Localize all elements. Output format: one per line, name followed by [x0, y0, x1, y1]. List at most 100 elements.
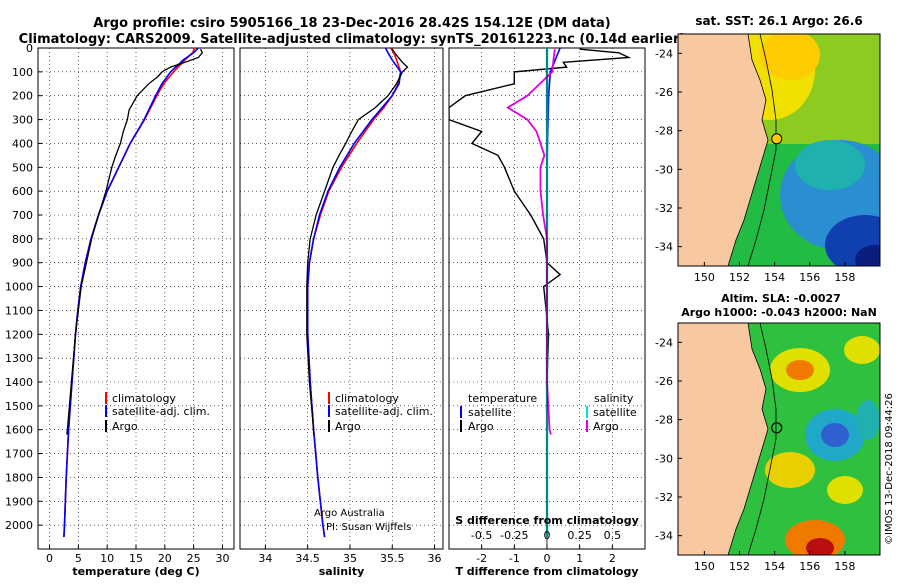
sla-map-frame [677, 322, 881, 556]
map-y-tick-label: -32 [655, 202, 673, 215]
map-y-tick-label: -32 [655, 491, 673, 504]
legend-temperature-title: temperature [468, 392, 537, 405]
sla-high-3 [765, 452, 815, 488]
legend-argo-label: Argo [335, 420, 361, 433]
x-tick-label: 15 [129, 552, 143, 565]
x-tick-label: 2 [609, 552, 616, 565]
legend-argo-label: Argo [112, 420, 138, 433]
temperature-panel: 0 5 10 15 20 25 30 temperature (deg C) 0 100 200 30… [5, 42, 235, 578]
y-tick-label: 100 [12, 66, 33, 79]
imos-stamp: ©IMOS 13-Dec-2018 09:44:26 [884, 393, 895, 545]
series-group [449, 48, 632, 538]
sla-low-2 [856, 400, 880, 440]
sla-title-line-2: Argo h1000: -0.043 h2000: NaN [681, 306, 877, 319]
y-tick-label: 700 [12, 209, 33, 222]
series-line-satellite-adj-clim- [306, 48, 402, 538]
grid [449, 47, 645, 549]
y-tick-label: 300 [12, 114, 33, 127]
x-axis-label: T difference from climatology [455, 565, 638, 578]
difference-panel: -2 -1 0 1 2T difference from climatology -0.5… [448, 47, 646, 578]
x-tick-label: -1 [509, 552, 520, 565]
sst-hot-spot [760, 34, 820, 80]
map-x-tick-label: 152 [729, 560, 750, 573]
x-tick-label: 10 [100, 552, 114, 565]
top-tick-label: 0 [544, 529, 551, 542]
grid [38, 47, 234, 549]
top-tick-label: 0.5 [604, 529, 622, 542]
title-line-1: Argo profile: csiro 5905166_18 23-Dec-20… [93, 16, 610, 31]
series-line-t-argo [449, 48, 632, 435]
map-y-tick-label: -24 [655, 47, 673, 60]
x-tick-label: 35 [343, 552, 357, 565]
x-tick-label: 34.5 [295, 552, 320, 565]
y-tick-label: 1000 [5, 281, 33, 294]
sst-map-title: sat. SST: 26.1 Argo: 26.6 [695, 14, 862, 28]
x-tick-label: 36 [428, 552, 442, 565]
top-tick-label: -0.25 [500, 529, 528, 542]
map-x-tick-label: 150 [694, 271, 715, 284]
sla-high-4 [827, 476, 863, 504]
y-tick-label: 200 [12, 90, 33, 103]
y-tick-label: 1400 [5, 376, 33, 389]
map-x-tick-label: 154 [764, 271, 785, 284]
map-y-tick-label: -34 [655, 241, 673, 254]
x-tick-label: 1 [576, 552, 583, 565]
series-line-climatology [63, 48, 196, 538]
top-tick-label: 0.25 [567, 529, 592, 542]
map-x-tick-label: 156 [799, 271, 820, 284]
map-y-tick-label: -26 [655, 375, 673, 388]
legend-t-satellite-label: satellite [468, 406, 512, 419]
panel-frame [239, 47, 444, 550]
x-tick-label: 0 [46, 552, 53, 565]
sla-title-line-1: Altim. SLA: -0.0027 [721, 292, 841, 305]
sst-cold-core [855, 245, 880, 266]
series-line-argo [306, 48, 409, 435]
sla-high-1-core [786, 360, 814, 380]
legend-t-argo-label: Argo [468, 420, 494, 433]
x-tick-label: 34 [258, 552, 272, 565]
y-tick-label: 1300 [5, 352, 33, 365]
x-tick-label: 0 [544, 552, 551, 565]
map-y-tick-label: -26 [655, 86, 673, 99]
x-tick-label: 30 [215, 552, 229, 565]
sst-transition [795, 140, 865, 190]
y-tick-label: 1900 [5, 495, 33, 508]
top-axis-label: S difference from climatology [455, 514, 639, 527]
sla-float-marker [771, 422, 783, 434]
legend-s-argo-label: Argo [593, 420, 619, 433]
legend-s-satellite-label: satellite [593, 406, 637, 419]
y-tick-label: 1800 [5, 471, 33, 484]
sst-map: 150 152 154 156 158 -24 -26 -28 -30 -32 -34 [655, 33, 881, 284]
map-y-tick-label: -30 [655, 452, 673, 465]
salinity-panel: 34 34.5 35 35.5 36 salinity [239, 47, 444, 578]
grid [240, 47, 443, 549]
salinity-legend: climatology satellite-adj. clim. Argo [328, 392, 433, 433]
legend-salinity-title: salinity [594, 392, 634, 405]
map-x-tick-label: 158 [834, 560, 855, 573]
x-tick-label: 5 [75, 552, 82, 565]
x-tick-label: -2 [476, 552, 487, 565]
y-tick-label: 1200 [5, 328, 33, 341]
y-tick-label: 2000 [5, 519, 33, 532]
credit-line-1: Argo Australia [314, 508, 385, 519]
map-x-tick-label: 154 [764, 560, 785, 573]
sla-high-2 [844, 336, 880, 364]
x-tick-label: 25 [187, 552, 201, 565]
series-line-satellite-adj-clim- [63, 48, 199, 538]
x-tick-label: 35.5 [380, 552, 405, 565]
temperature-legend: climatology satellite-adj. clim. Argo [105, 392, 210, 433]
legend-climatology-label: climatology [112, 392, 176, 405]
map-y-tick-label: -28 [655, 414, 673, 427]
sst-land [678, 34, 768, 266]
y-tick-label: 500 [12, 161, 33, 174]
map-y-tick-label: -24 [655, 336, 673, 349]
sla-high-5-core [806, 538, 834, 555]
map-x-tick-label: 152 [729, 271, 750, 284]
legend-satellite-label: satellite-adj. clim. [335, 405, 433, 418]
map-y-tick-label: -28 [655, 125, 673, 138]
series-line-t-satellite [546, 48, 561, 538]
series-group [63, 48, 204, 538]
sst-map-frame [677, 33, 881, 267]
map-y-tick-label: -34 [655, 530, 673, 543]
